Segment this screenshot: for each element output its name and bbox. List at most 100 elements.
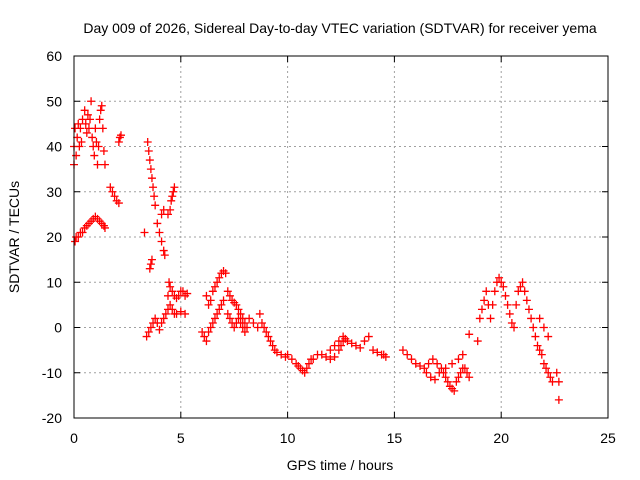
data-point [77,137,86,146]
y-tick-label: -20 [42,410,62,426]
data-point [145,156,154,165]
data-point [539,359,548,368]
data-point [426,373,435,382]
data-point [544,368,553,377]
data-point [168,305,177,314]
data-point [407,355,416,364]
data-point [480,296,489,305]
data-point [155,228,164,237]
data-point [99,147,108,156]
data-point [512,300,521,309]
data-point [268,341,277,350]
data-point [539,323,548,332]
data-point [452,377,461,386]
data-point [225,291,234,300]
data-point [181,309,190,318]
data-point [317,350,326,359]
data-point [143,137,152,146]
data-point [82,128,91,137]
data-point [334,346,343,355]
data-point [448,359,457,368]
data-point [140,228,149,237]
y-tick-label: 60 [46,48,62,64]
data-point [157,318,166,327]
y-tick-label: 0 [54,320,62,336]
data-point [146,323,155,332]
data-point [90,151,99,160]
data-point [91,124,100,133]
data-point [74,233,83,241]
data-point [422,368,431,377]
data-point [142,332,151,341]
x-tick-label: 20 [493,430,509,446]
data-point [420,364,429,373]
data-point [505,309,514,318]
data-point [202,291,211,300]
data-point [166,300,175,309]
y-tick-label: 50 [46,93,62,109]
data-point [168,192,177,201]
data-point [330,341,339,350]
data-point [398,346,407,355]
data-point [153,219,162,228]
data-point [163,210,172,219]
data-point [330,352,339,361]
data-point [495,273,504,282]
data-point [546,373,555,382]
y-axis-label: SDTVAR / TECUs [6,181,22,293]
data-point [210,282,219,291]
data-point [172,309,181,318]
data-point [215,305,224,314]
data-point [210,314,219,323]
data-point [200,332,209,341]
data-point [95,115,104,124]
data-point [522,296,531,305]
data-point [161,309,170,318]
y-tick-label: 20 [46,229,62,245]
data-point [106,183,115,192]
data-point [97,101,106,110]
data-point [78,115,87,124]
data-point [460,364,469,373]
data-point [300,368,309,377]
data-point [343,337,352,346]
data-point [93,160,102,169]
data-point [225,314,234,323]
y-tick-label: 40 [46,139,62,155]
data-point [240,318,249,327]
data-point [369,346,378,355]
data-point [208,318,217,327]
data-point [527,314,536,323]
data-point [76,124,85,133]
data-point [531,332,540,341]
data-point [81,119,90,128]
data-point [364,332,373,341]
data-point [221,269,230,278]
x-tick-label: 25 [600,430,616,446]
data-point [533,341,542,350]
data-point [537,350,546,359]
data-points [70,97,563,404]
data-point [150,192,159,201]
data-point [110,192,119,201]
data-point [458,350,467,359]
data-point [160,251,169,260]
data-point [450,386,459,395]
data-point [535,346,544,355]
data-point [501,291,510,300]
data-point [326,355,335,364]
data-point [157,237,166,246]
x-tick-labels: 0 5 10 15 20 25 [70,430,616,446]
data-point [441,364,450,373]
data-point [146,260,155,269]
data-point [108,187,117,196]
data-point [373,348,382,357]
data-point [304,359,313,368]
data-point [486,314,495,323]
data-point [507,318,516,327]
data-point [463,368,472,377]
data-point [554,395,563,404]
data-point [356,343,365,352]
data-point [433,359,442,368]
